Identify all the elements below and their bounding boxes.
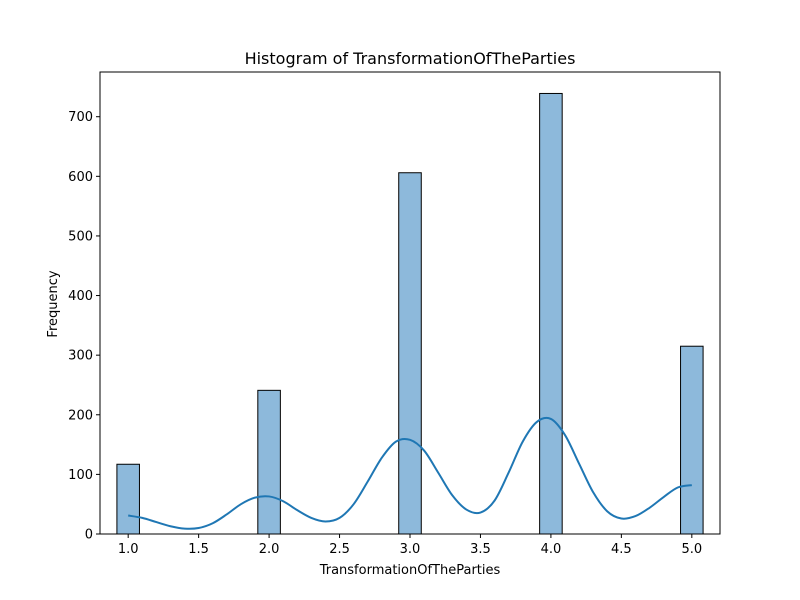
y-tick-label: 0: [85, 528, 93, 543]
y-tick-label: 300: [68, 349, 93, 364]
x-tick-label: 1.5: [188, 542, 209, 557]
x-tick-label: 3.0: [400, 542, 421, 557]
histogram-bar-4: [539, 92, 563, 535]
y-axis: 0 100 200 300 400 500 600 700: [68, 110, 100, 543]
y-axis-label: Frequency: [46, 270, 61, 337]
kde-line: [128, 416, 692, 530]
histogram-bar-2: [257, 389, 281, 535]
x-tick-label: 5.0: [681, 542, 702, 557]
x-tick-label: 1.0: [118, 542, 139, 557]
x-tick-label: 4.0: [541, 542, 562, 557]
histogram-bar-5: [680, 345, 704, 535]
x-axis-label: TransformationOfTheParties: [319, 563, 501, 578]
x-tick-label: 2.0: [259, 542, 280, 557]
x-tick-label: 2.5: [329, 542, 350, 557]
histogram-bar-3: [398, 172, 422, 535]
y-tick-label: 100: [68, 468, 93, 483]
plot-area: [116, 92, 704, 535]
y-tick-label: 500: [68, 229, 93, 244]
y-tick-label: 700: [68, 110, 93, 125]
x-tick-label: 4.5: [611, 542, 632, 557]
histogram-bar-1: [116, 463, 140, 535]
x-tick-label: 3.5: [470, 542, 491, 557]
y-tick-label: 400: [68, 289, 93, 304]
y-tick-label: 600: [68, 170, 93, 185]
x-axis: 1.0 1.5 2.0 2.5 3.0 3.5 4.0 4.5 5.0: [118, 534, 702, 557]
y-tick-label: 200: [68, 408, 93, 423]
plot-frame: [99, 71, 721, 535]
chart-title: Histogram of TransformationOfTheParties: [245, 49, 576, 68]
